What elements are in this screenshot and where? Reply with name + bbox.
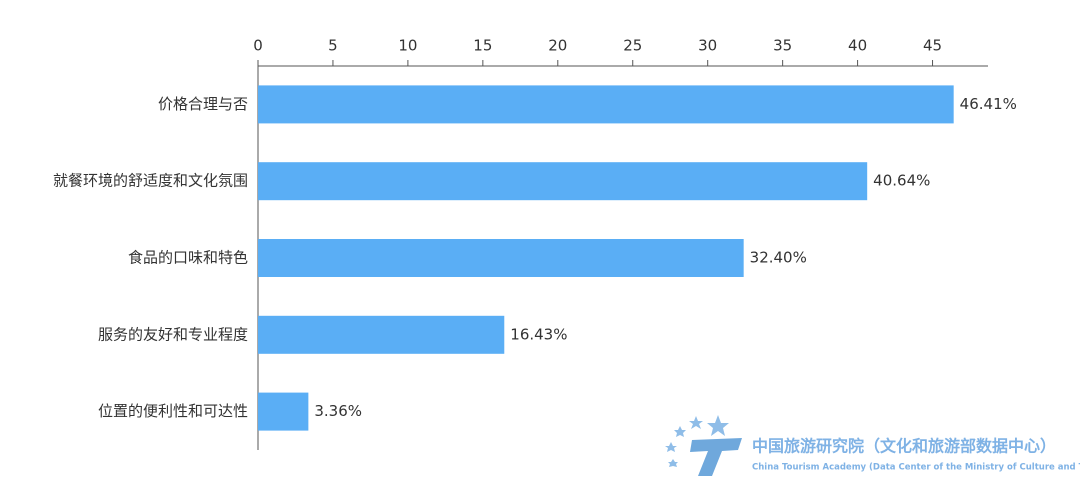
bar: [258, 85, 954, 124]
x-tick-label: 45: [923, 37, 942, 55]
x-tick-label: 25: [623, 37, 642, 55]
logo: [665, 415, 742, 476]
y-tick-label: 服务的友好和专业程度: [98, 325, 248, 343]
x-tick-label: 20: [548, 37, 567, 55]
bar: [258, 315, 505, 354]
data-label: 32.40%: [750, 249, 807, 267]
watermark-title: 中国旅游研究院（文化和旅游部数据中心）: [752, 437, 1056, 456]
watermark-subtitle: China Tourism Academy (Data Center of th…: [752, 463, 1080, 473]
data-label: 3.36%: [314, 402, 362, 420]
y-tick-label: 食品的口味和特色: [128, 249, 248, 267]
bar: [258, 392, 309, 431]
logo-star: [665, 442, 677, 452]
bar: [258, 239, 744, 277]
data-label: 46.41%: [960, 95, 1017, 113]
y-tick-label: 位置的便利性和可达性: [98, 402, 248, 420]
x-tick-label: 10: [398, 37, 417, 55]
bar: [258, 162, 868, 201]
x-tick-label: 5: [328, 37, 338, 55]
x-tick-label: 30: [698, 37, 717, 55]
x-tick-label: 0: [253, 37, 263, 55]
logo-star: [668, 459, 678, 467]
logo-star: [707, 415, 729, 436]
x-tick-label: 15: [473, 37, 492, 55]
y-tick-label: 就餐环境的舒适度和文化氛围: [53, 172, 248, 190]
x-tick-label: 35: [773, 37, 792, 55]
data-label: 16.43%: [510, 325, 567, 343]
data-label: 40.64%: [873, 172, 930, 190]
logo-t: [690, 438, 742, 476]
x-tick-label: 40: [848, 37, 867, 55]
y-tick-label: 价格合理与否: [158, 95, 248, 113]
logo-star: [674, 426, 686, 437]
logo-star: [689, 416, 703, 429]
